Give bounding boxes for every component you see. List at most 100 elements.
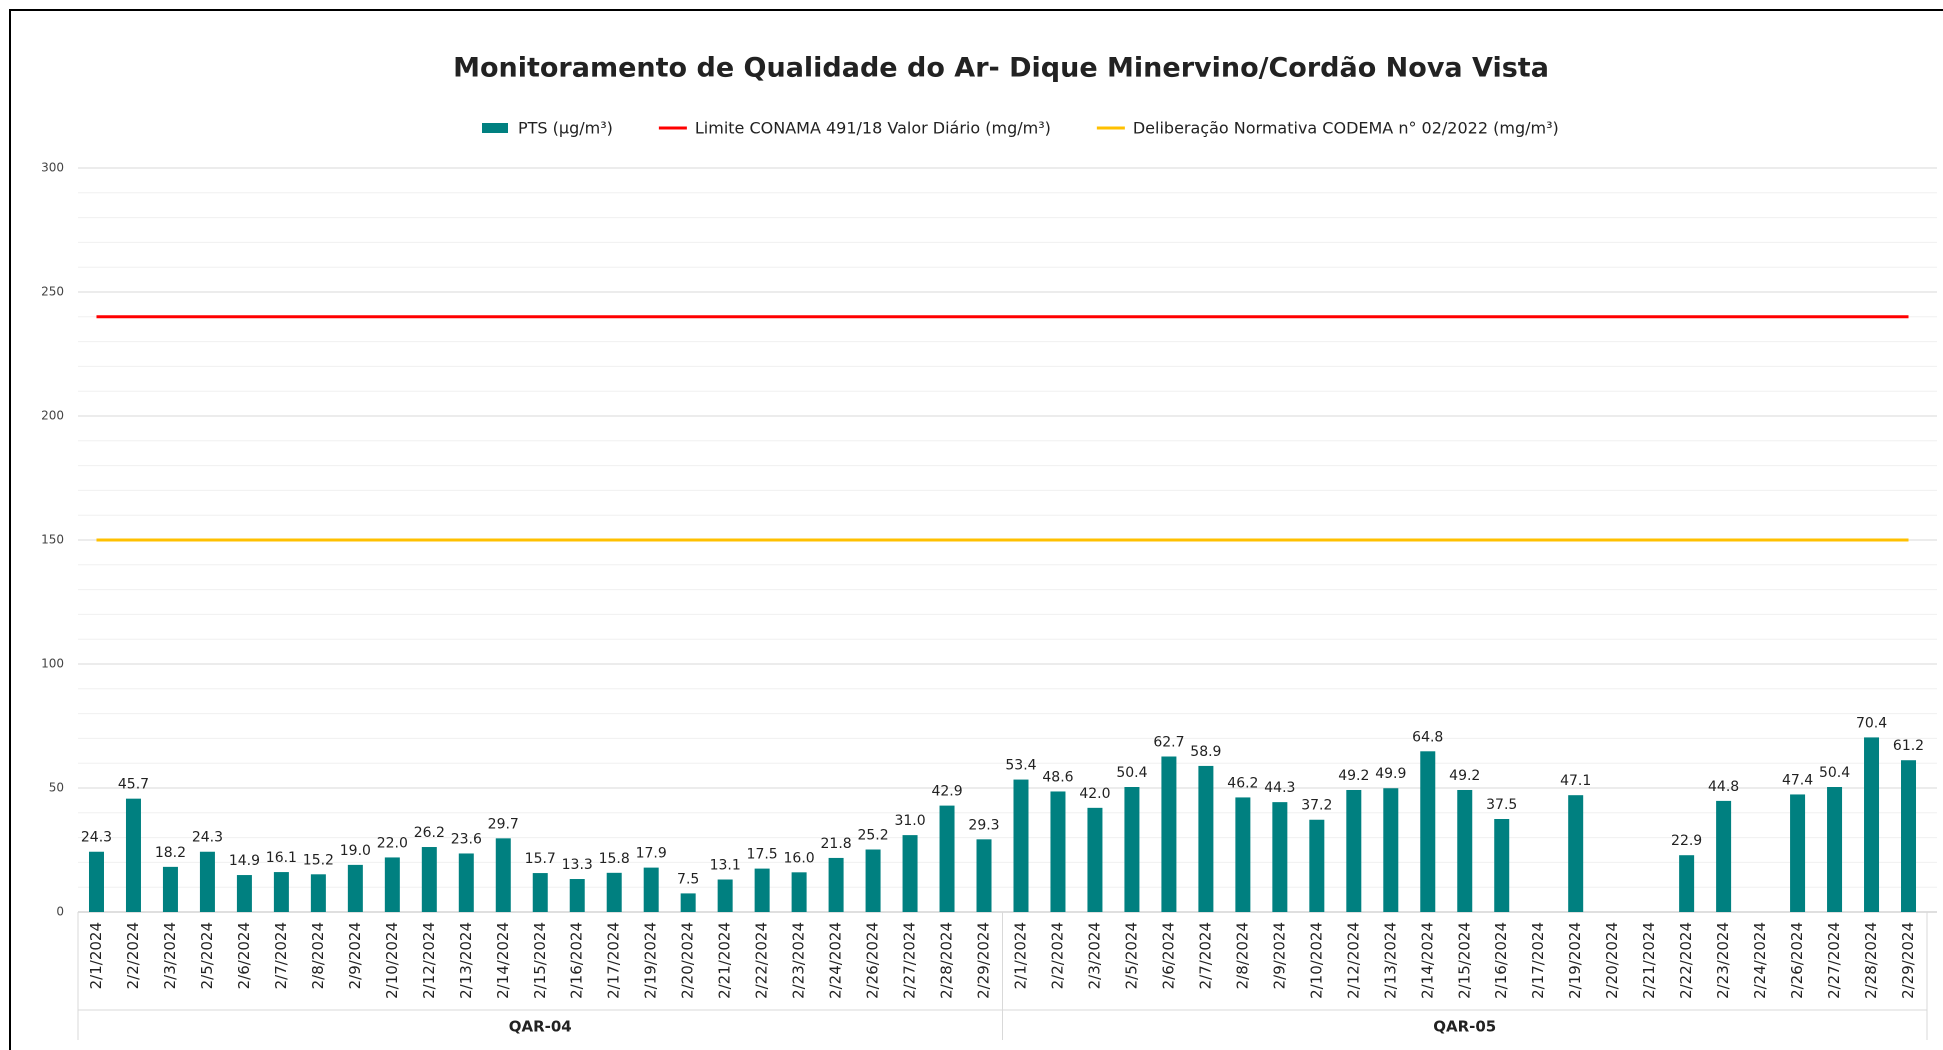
bar [1087, 807, 1103, 912]
bar [1050, 791, 1066, 912]
bar [902, 835, 918, 912]
x-tick-label: 2/13/2024 [457, 922, 475, 999]
x-tick-label: 2/23/2024 [1714, 922, 1732, 999]
data-label: 24.3 [192, 830, 223, 846]
data-label: 58.9 [1190, 744, 1221, 760]
bar [1457, 789, 1473, 912]
data-label: 37.5 [1486, 797, 1517, 813]
bar [273, 872, 289, 912]
group-label: QAR-05 [1433, 1018, 1496, 1036]
x-tick-label: 2/5/2024 [1122, 922, 1140, 989]
x-tick-label: 2/8/2024 [309, 922, 327, 989]
data-label: 42.0 [1079, 786, 1110, 802]
data-label: 37.2 [1301, 798, 1332, 814]
data-label: 47.4 [1782, 772, 1813, 788]
bar [754, 868, 770, 912]
bar [236, 875, 252, 912]
data-label: 29.3 [968, 817, 999, 833]
x-tick-label: 2/5/2024 [198, 922, 216, 989]
data-label: 26.2 [414, 825, 445, 841]
bar [88, 851, 104, 912]
x-tick-label: 2/21/2024 [716, 922, 734, 999]
data-label: 44.8 [1708, 779, 1739, 795]
data-label: 44.3 [1264, 780, 1295, 796]
frame [9, 9, 1943, 1050]
x-tick-label: 2/15/2024 [531, 922, 549, 999]
data-label: 17.5 [747, 847, 778, 863]
y-tick-label: 0 [56, 905, 64, 919]
data-label: 49.9 [1375, 766, 1406, 782]
legend-label: Limite CONAMA 491/18 Valor Diário (mg/m³… [695, 119, 1051, 138]
data-label: 47.1 [1560, 773, 1591, 789]
bar [347, 864, 363, 912]
data-label: 15.8 [599, 851, 630, 867]
bar [421, 847, 437, 912]
data-label: 49.2 [1338, 768, 1369, 784]
bar [680, 893, 696, 912]
x-tick-label: 2/6/2024 [235, 922, 253, 989]
x-tick-label: 2/7/2024 [1196, 922, 1214, 989]
bar [384, 857, 400, 912]
x-tick-label: 2/27/2024 [1825, 922, 1843, 999]
x-tick-label: 2/20/2024 [1603, 922, 1621, 999]
bar [1679, 855, 1695, 912]
data-label: 21.8 [821, 836, 852, 852]
data-label: 13.1 [710, 858, 741, 874]
data-label: 64.8 [1412, 729, 1443, 745]
bar [1827, 787, 1843, 912]
data-label: 15.2 [303, 852, 334, 868]
bar [495, 838, 511, 912]
x-tick-label: 2/7/2024 [272, 922, 290, 989]
y-tick-label: 150 [41, 533, 64, 547]
data-label: 48.6 [1042, 769, 1073, 785]
data-label: 23.6 [451, 831, 482, 847]
bar [532, 873, 548, 912]
bar [717, 879, 733, 912]
data-label: 17.9 [636, 846, 667, 862]
x-tick-label: 2/13/2024 [1381, 922, 1399, 999]
bar [1235, 797, 1251, 912]
x-tick-label: 2/16/2024 [1492, 922, 1510, 999]
legend-label: Deliberação Normativa CODEMA n° 02/2022 … [1133, 119, 1559, 138]
x-tick-label: 2/16/2024 [568, 922, 586, 999]
data-label: 50.4 [1116, 765, 1147, 781]
data-label: 15.7 [525, 851, 556, 867]
bar [125, 798, 141, 912]
bar [458, 853, 474, 912]
x-tick-label: 2/12/2024 [1344, 922, 1362, 999]
x-tick-label: 2/6/2024 [1159, 922, 1177, 989]
x-tick-label: 2/17/2024 [605, 922, 623, 999]
x-tick-label: 2/3/2024 [1085, 922, 1103, 989]
bar [1864, 737, 1880, 912]
bar [1013, 779, 1029, 912]
bar [1383, 788, 1399, 912]
bar [1124, 787, 1140, 912]
bar [1568, 795, 1584, 912]
data-label: 22.9 [1671, 833, 1702, 849]
legend-swatch [482, 123, 508, 133]
y-tick-label: 200 [41, 409, 64, 423]
x-tick-label: 2/9/2024 [1270, 922, 1288, 989]
x-tick-label: 2/28/2024 [1862, 922, 1880, 999]
data-label: 16.0 [784, 850, 815, 866]
x-tick-label: 2/24/2024 [1751, 922, 1769, 999]
bar [1198, 765, 1214, 912]
data-label: 31.0 [894, 813, 925, 829]
x-tick-label: 2/10/2024 [383, 922, 401, 999]
x-tick-label: 2/10/2024 [1307, 922, 1325, 999]
group-label: QAR-04 [509, 1018, 572, 1036]
x-tick-label: 2/14/2024 [1418, 922, 1436, 999]
x-tick-label: 2/15/2024 [1455, 922, 1473, 999]
legend-label: PTS (µg/m³) [518, 119, 613, 138]
x-tick-label: 2/2/2024 [1048, 922, 1066, 989]
bar [1494, 819, 1510, 912]
data-label: 70.4 [1856, 715, 1887, 731]
bar [310, 874, 326, 912]
y-tick-label: 300 [41, 161, 64, 175]
x-tick-label: 2/20/2024 [679, 922, 697, 999]
x-tick-label: 2/3/2024 [161, 922, 179, 989]
x-tick-label: 2/12/2024 [420, 922, 438, 999]
x-tick-label: 2/28/2024 [938, 922, 956, 999]
data-label: 45.7 [118, 777, 149, 793]
